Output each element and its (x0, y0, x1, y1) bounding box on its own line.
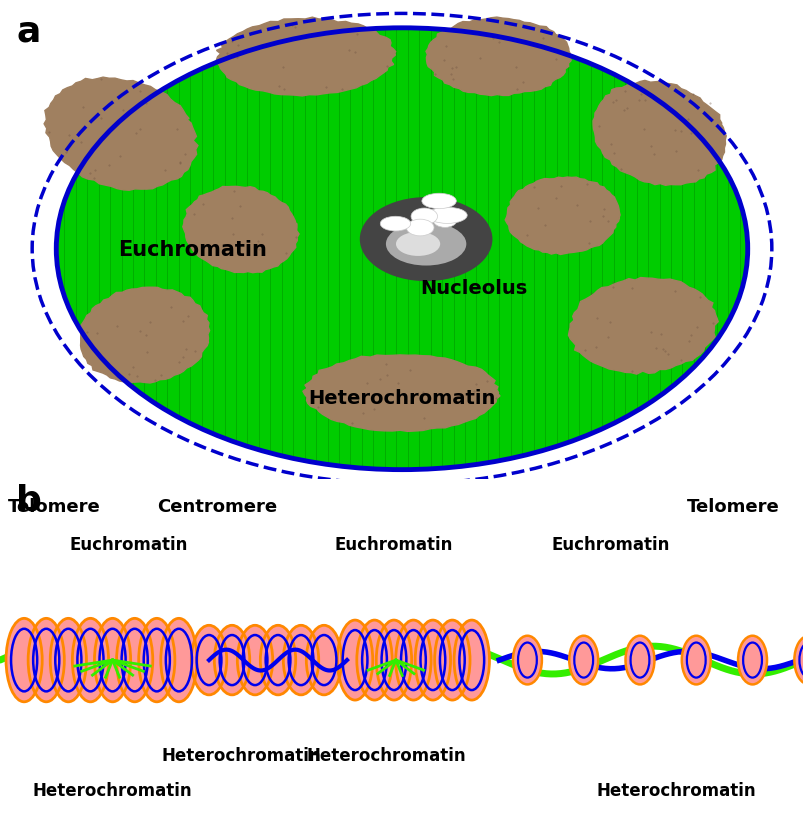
Ellipse shape (116, 619, 153, 702)
Polygon shape (504, 178, 619, 256)
Ellipse shape (427, 208, 467, 224)
Ellipse shape (512, 636, 541, 685)
Ellipse shape (395, 232, 440, 256)
Ellipse shape (380, 217, 410, 232)
Text: Heterochromatin: Heterochromatin (306, 747, 465, 764)
Polygon shape (593, 81, 725, 186)
Polygon shape (303, 356, 499, 432)
Ellipse shape (360, 198, 491, 282)
Text: Heterochromatin: Heterochromatin (308, 389, 495, 408)
Ellipse shape (395, 620, 430, 700)
Text: a: a (16, 14, 40, 48)
Ellipse shape (406, 220, 434, 237)
Ellipse shape (191, 625, 226, 695)
Ellipse shape (139, 619, 175, 702)
Text: Heterochromatin: Heterochromatin (595, 782, 755, 799)
Ellipse shape (569, 636, 597, 685)
Ellipse shape (56, 29, 747, 470)
Text: Heterochromatin: Heterochromatin (32, 782, 192, 799)
Ellipse shape (95, 619, 130, 702)
Polygon shape (182, 187, 299, 274)
Text: Telomere: Telomere (687, 497, 779, 515)
Ellipse shape (433, 213, 457, 228)
Text: Euchromatin: Euchromatin (334, 535, 453, 553)
Ellipse shape (434, 620, 470, 700)
Polygon shape (568, 278, 717, 375)
Text: Euchromatin: Euchromatin (118, 240, 267, 260)
Ellipse shape (414, 620, 450, 700)
Polygon shape (80, 288, 210, 384)
Polygon shape (426, 18, 571, 97)
Ellipse shape (410, 208, 437, 226)
Ellipse shape (376, 620, 411, 700)
Text: Nucleolus: Nucleolus (420, 279, 528, 297)
Ellipse shape (422, 194, 456, 209)
Ellipse shape (337, 620, 373, 700)
Text: Heterochromatin: Heterochromatin (161, 747, 320, 764)
Text: Euchromatin: Euchromatin (69, 535, 188, 553)
Ellipse shape (72, 619, 108, 702)
Polygon shape (216, 18, 395, 97)
Ellipse shape (237, 625, 272, 695)
Text: Centromere: Centromere (157, 497, 277, 515)
Ellipse shape (214, 625, 250, 695)
Text: Euchromatin: Euchromatin (551, 535, 670, 553)
Polygon shape (44, 78, 198, 191)
Ellipse shape (357, 620, 392, 700)
Text: Telomere: Telomere (8, 497, 100, 515)
Ellipse shape (454, 620, 489, 700)
Ellipse shape (793, 636, 803, 685)
Ellipse shape (6, 619, 42, 702)
Ellipse shape (306, 625, 341, 695)
Ellipse shape (50, 619, 87, 702)
Ellipse shape (681, 636, 710, 685)
Ellipse shape (28, 619, 64, 702)
Ellipse shape (385, 223, 466, 266)
Ellipse shape (283, 625, 318, 695)
Ellipse shape (260, 625, 296, 695)
Text: b: b (16, 483, 42, 517)
Ellipse shape (737, 636, 766, 685)
Ellipse shape (625, 636, 654, 685)
Ellipse shape (161, 619, 197, 702)
